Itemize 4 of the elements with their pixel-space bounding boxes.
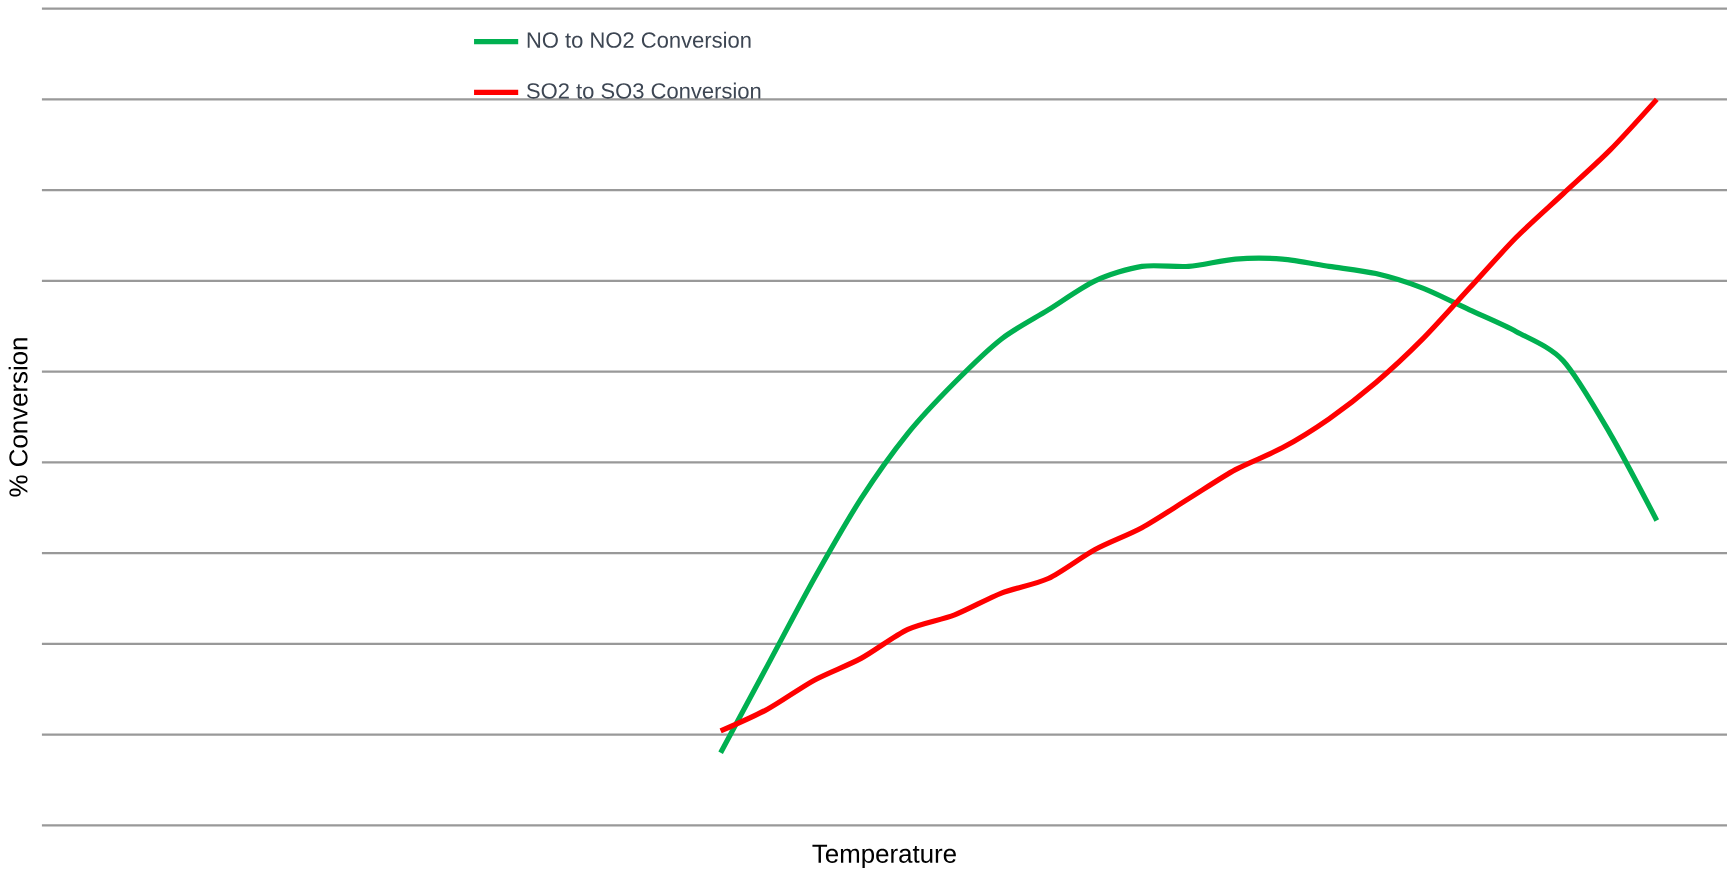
y-axis-title: % Conversion	[8, 338, 28, 497]
x-axis-title: Temperature	[812, 845, 956, 869]
legend-label: SO2 to SO3 Conversion	[526, 82, 761, 99]
legend-label: NO to NO2 Conversion	[527, 31, 751, 49]
